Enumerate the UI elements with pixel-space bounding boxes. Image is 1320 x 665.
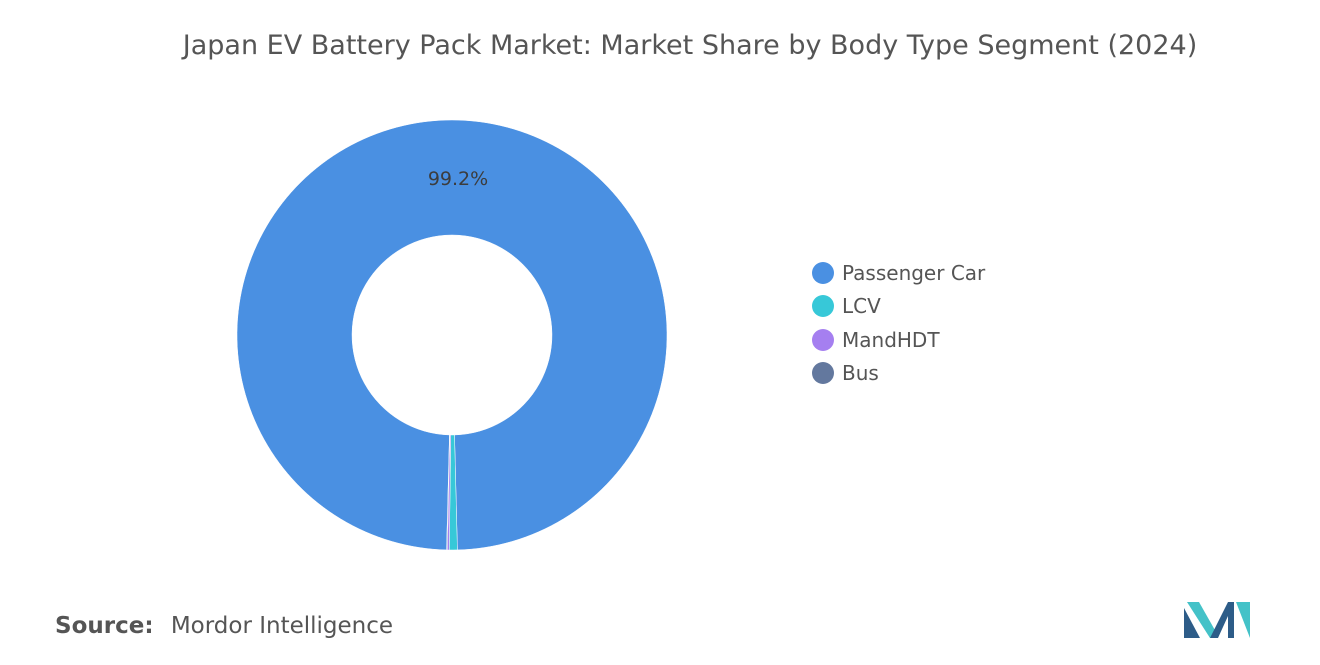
source-label: Source: bbox=[55, 613, 154, 639]
legend-swatch-icon bbox=[812, 261, 834, 284]
legend-item-passenger-car: Passenger Car bbox=[812, 256, 985, 290]
slice-bus bbox=[446, 434, 451, 551]
mordor-intelligence-logo-icon bbox=[1184, 602, 1250, 638]
data-label-passenger-car: 99.2% bbox=[428, 168, 488, 190]
legend-label: LCV bbox=[842, 294, 881, 319]
legend-label: Passenger Car bbox=[842, 260, 986, 285]
legend-swatch-icon bbox=[812, 295, 834, 318]
chart-legend: Passenger Car LCV MandHDT Bus bbox=[812, 256, 985, 390]
legend-item-bus: Bus bbox=[812, 357, 985, 391]
legend-swatch-icon bbox=[812, 362, 834, 385]
chart-title: Japan EV Battery Pack Market: Market Sha… bbox=[182, 30, 1198, 61]
legend-item-lcv: LCV bbox=[812, 290, 985, 324]
source-credit: Source: Mordor Intelligence bbox=[55, 613, 393, 639]
legend-swatch-icon bbox=[812, 328, 834, 351]
source-value: Mordor Intelligence bbox=[170, 613, 394, 639]
legend-label: MandHDT bbox=[842, 327, 940, 352]
legend-label: Bus bbox=[842, 361, 879, 386]
legend-item-mandhdt: MandHDT bbox=[812, 323, 985, 357]
slice-passenger-car bbox=[236, 119, 668, 551]
